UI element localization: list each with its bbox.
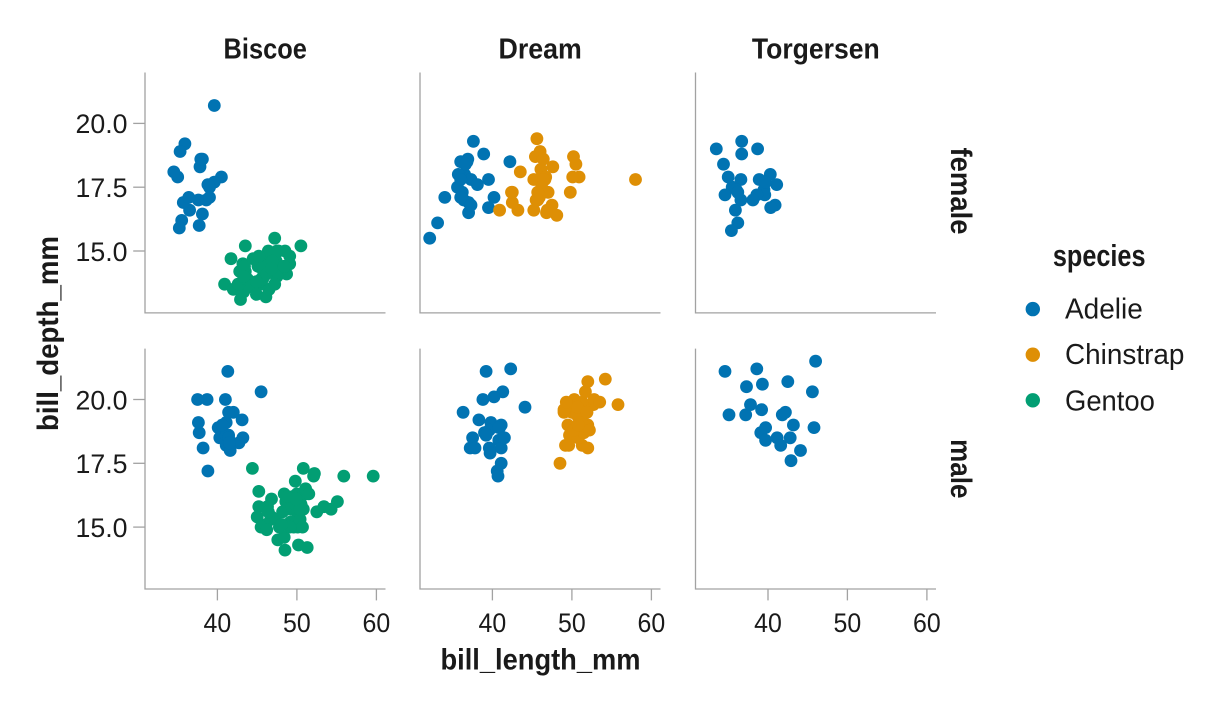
svg-text:15.0: 15.0	[76, 237, 128, 267]
svg-text:50: 50	[558, 608, 586, 638]
svg-text:40: 40	[754, 608, 782, 638]
svg-text:bill_length_mm: bill_length_mm	[441, 644, 641, 677]
svg-text:bill_depth_mm: bill_depth_mm	[32, 236, 65, 431]
svg-text:Gentoo: Gentoo	[1065, 385, 1155, 417]
svg-text:20.0: 20.0	[76, 385, 128, 415]
svg-text:Adelie: Adelie	[1065, 294, 1143, 326]
svg-text:60: 60	[638, 608, 666, 638]
svg-text:species: species	[1053, 238, 1146, 273]
svg-text:60: 60	[913, 608, 941, 638]
svg-text:Torgersen: Torgersen	[752, 33, 880, 65]
svg-text:15.0: 15.0	[76, 513, 128, 543]
svg-text:50: 50	[834, 608, 862, 638]
svg-text:40: 40	[479, 608, 507, 638]
svg-text:40: 40	[204, 608, 232, 638]
svg-text:female: female	[944, 148, 977, 235]
svg-text:17.5: 17.5	[76, 173, 128, 203]
svg-text:Chinstrap: Chinstrap	[1065, 339, 1184, 371]
svg-text:20.0: 20.0	[76, 109, 128, 139]
svg-text:male: male	[944, 439, 977, 498]
svg-text:17.5: 17.5	[76, 449, 128, 479]
svg-text:60: 60	[363, 608, 391, 638]
svg-text:Dream: Dream	[499, 33, 582, 65]
svg-text:Biscoe: Biscoe	[224, 33, 307, 65]
svg-text:50: 50	[283, 608, 311, 638]
